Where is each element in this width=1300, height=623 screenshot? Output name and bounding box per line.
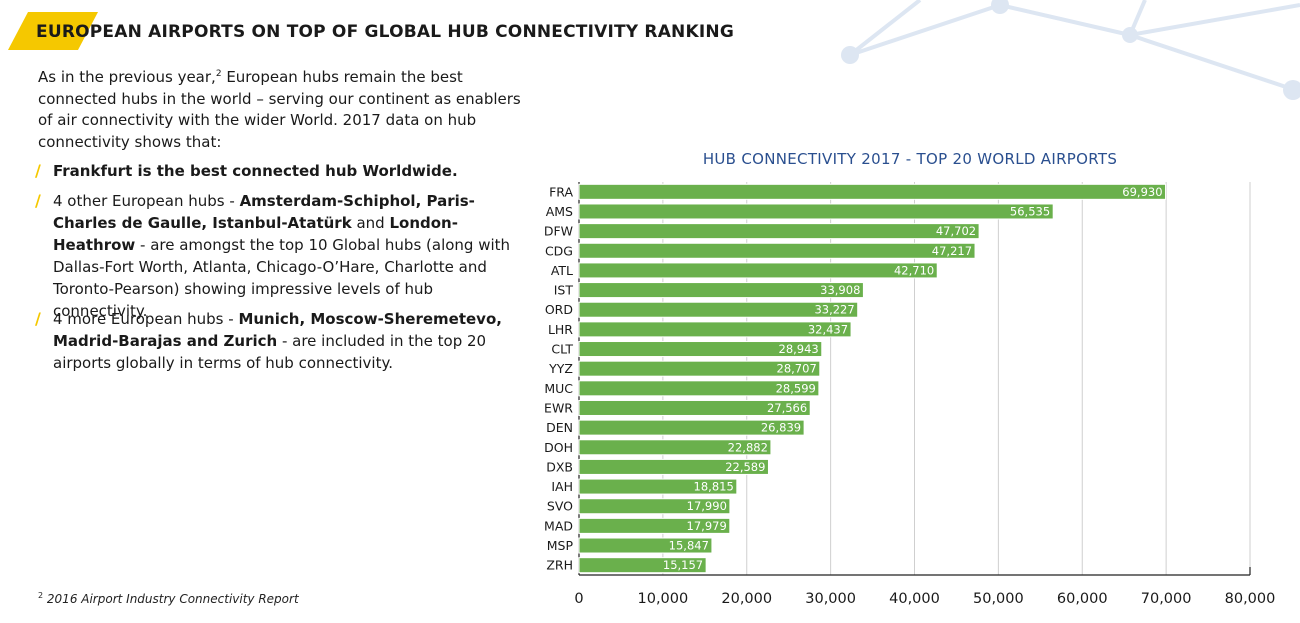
value-label: 56,535 [1010, 204, 1050, 218]
chart-title: HUB CONNECTIVITY 2017 - TOP 20 WORLD AIR… [702, 150, 1118, 168]
page-title: EUROPEAN AIRPORTS ON TOP OF GLOBAL HUB C… [36, 22, 734, 42]
footnote-number: 2 [38, 591, 44, 600]
x-tick-label: 30,000 [805, 591, 856, 607]
bullet-marker: / [35, 309, 41, 328]
footnote: 2 2016 Airport Industry Connectivity Rep… [38, 591, 299, 606]
value-label: 17,979 [687, 519, 727, 533]
intro-text: As in the previous year, [38, 68, 216, 86]
bar-iah [578, 478, 738, 495]
intro-text-cont: European hubs remain the best connected … [38, 68, 521, 151]
value-label: 26,839 [761, 421, 801, 435]
category-label: MAD [544, 518, 573, 533]
x-tick-label: 70,000 [1141, 591, 1192, 607]
value-label: 69,930 [1122, 185, 1162, 199]
category-label: DFW [544, 224, 573, 239]
section-heading: EUROPEAN AIRPORTS ON TOP OF GLOBAL HUB C… [8, 12, 734, 50]
bar-fra [578, 183, 1167, 200]
intro-paragraph: As in the previous year,2 European hubs … [38, 64, 528, 153]
bar-dxb [578, 458, 769, 475]
value-label: 15,157 [663, 558, 703, 572]
bar-svo [578, 498, 731, 515]
category-label: DEN [546, 420, 573, 435]
bar-ewr [578, 399, 811, 416]
bar-doh [578, 439, 772, 456]
value-label: 33,227 [814, 303, 854, 317]
x-tick-label: 10,000 [638, 591, 689, 607]
bar-den [578, 419, 805, 436]
bullet-2-text: 4 other European hubs - [53, 192, 240, 210]
heading-accent-shape [8, 12, 98, 50]
bar-yyz [578, 360, 821, 377]
bar-ord [578, 301, 859, 318]
bullet-marker: / [35, 191, 41, 210]
category-label: IAH [551, 479, 573, 494]
bar-ams [578, 203, 1054, 220]
x-tick-label: 0 [574, 591, 583, 607]
category-label: YYZ [548, 361, 573, 376]
category-label: SVO [547, 499, 573, 514]
category-label: MSP [547, 538, 574, 553]
bullet-2-bold: London-Heathrow [53, 214, 458, 254]
bullet-3-bold: Munich, Moscow-Sheremetevo, Madrid-Baraj… [53, 310, 502, 350]
value-label: 15,847 [669, 539, 709, 553]
value-label: 32,437 [808, 322, 848, 336]
bar-mad [578, 517, 731, 534]
category-label: LHR [548, 322, 573, 337]
value-label: 22,589 [725, 460, 765, 474]
value-label: 47,217 [932, 244, 972, 258]
x-tick-label: 50,000 [973, 591, 1024, 607]
category-label: AMS [546, 204, 573, 219]
value-label: 47,702 [936, 224, 976, 238]
value-label: 28,707 [777, 362, 817, 376]
category-label: EWR [544, 400, 573, 415]
bar-ist [578, 282, 864, 299]
bullet-1-bold: Frankfurt is the best connected hub Worl… [53, 162, 458, 180]
value-label: 28,599 [776, 381, 816, 395]
bar-atl [578, 262, 938, 279]
category-label: CLT [551, 342, 573, 357]
category-label: ZRH [546, 558, 573, 573]
category-label: ORD [545, 302, 573, 317]
value-label: 27,566 [767, 401, 807, 415]
x-tick-label: 20,000 [721, 591, 772, 607]
bar-lhr [578, 321, 852, 338]
x-tick-label: 80,000 [1225, 591, 1276, 607]
bullet-item-2: / 4 other European hubs - Amsterdam-Schi… [35, 190, 523, 322]
bullet-item-1: / Frankfurt is the best connected hub Wo… [35, 160, 523, 182]
category-label: IST [554, 283, 574, 298]
bullet-2-bold: Amsterdam-Schiphol, Paris-Charles de Gau… [53, 192, 475, 232]
bar-dfw [578, 223, 980, 240]
x-tick-label: 60,000 [1057, 591, 1108, 607]
bullet-2-text: and [351, 214, 390, 232]
value-label: 22,882 [728, 440, 768, 454]
category-label: FRA [549, 184, 573, 199]
intro-footnote-ref: 2 [215, 69, 222, 79]
bar-zrh [578, 557, 707, 574]
category-label: ATL [551, 263, 573, 278]
x-tick-label: 40,000 [889, 591, 940, 607]
bar-msp [578, 537, 713, 554]
bullet-item-3: / 4 more European hubs - Munich, Moscow-… [35, 308, 523, 374]
footnote-text: 2016 Airport Industry Connectivity Repor… [43, 592, 299, 606]
bullet-2-text: - are amongst the top 10 Global hubs (al… [53, 236, 511, 320]
bar-clt [578, 341, 823, 358]
value-label: 33,908 [820, 283, 860, 297]
bullet-3-text: 4 more European hubs - [53, 310, 239, 328]
bullet-marker: / [35, 161, 41, 180]
category-label: DXB [546, 459, 573, 474]
bar-cdg [578, 242, 976, 259]
value-label: 18,815 [694, 480, 734, 494]
bar-muc [578, 380, 820, 397]
bullet-3-text: - are included in the top 20 airports gl… [53, 332, 487, 372]
category-label: CDG [545, 243, 573, 258]
category-label: DOH [544, 440, 573, 455]
value-label: 17,990 [687, 499, 727, 513]
category-label: MUC [544, 381, 573, 396]
value-label: 42,710 [894, 263, 934, 277]
value-label: 28,943 [779, 342, 819, 356]
